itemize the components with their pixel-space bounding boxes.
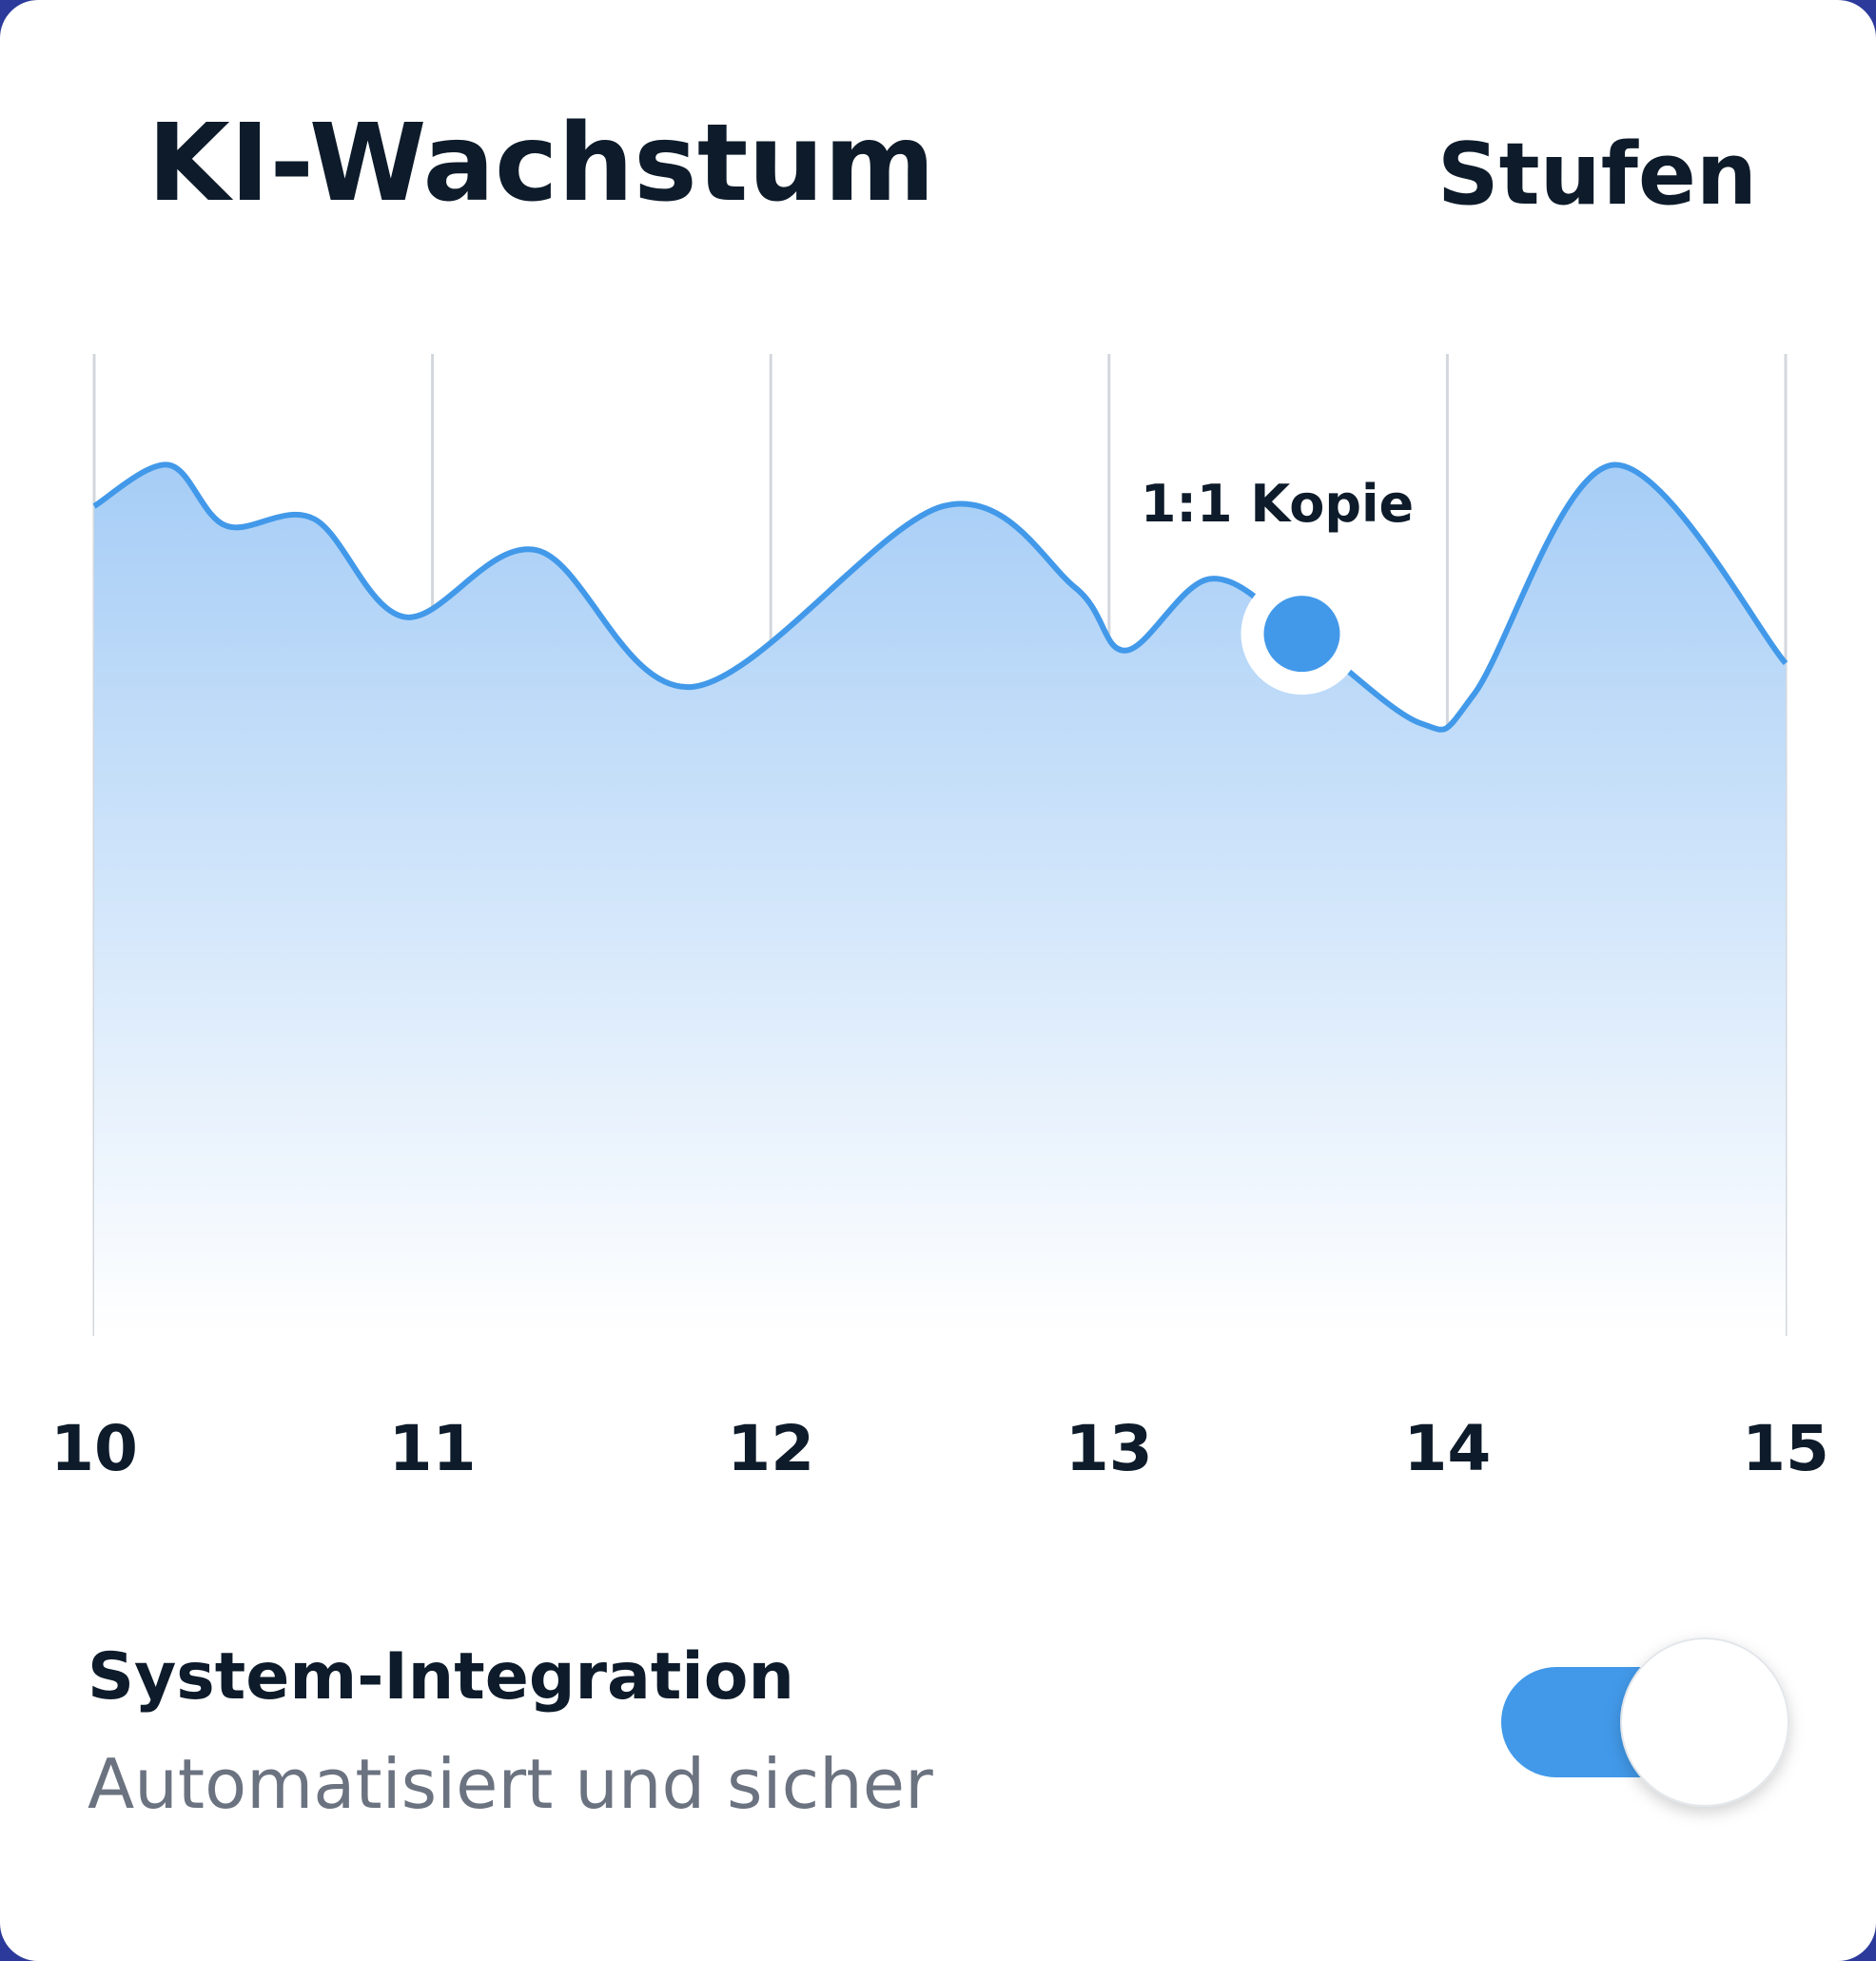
x-tick-label: 12 [727, 1412, 814, 1485]
stufen-button[interactable]: Stufen [1437, 125, 1757, 225]
x-tick-label: 13 [1065, 1412, 1153, 1485]
setting-title: System-Integration [88, 1639, 794, 1715]
x-tick-label: 15 [1742, 1412, 1829, 1485]
title: KI-Wachstum [147, 102, 935, 226]
setting-subtitle: Automatisiert und sicher [88, 1744, 933, 1824]
x-tick-label: 14 [1403, 1412, 1491, 1485]
toggle[interactable] [1501, 1637, 1789, 1807]
x-tick-label: 10 [50, 1412, 138, 1485]
highlight-point [1263, 596, 1340, 673]
x-tick-label: 11 [389, 1412, 477, 1485]
annotation: 1:1 Kopie [1141, 474, 1414, 534]
line [92, 461, 1788, 733]
toggle-knob [1620, 1637, 1789, 1807]
area-fill [94, 464, 1786, 1336]
